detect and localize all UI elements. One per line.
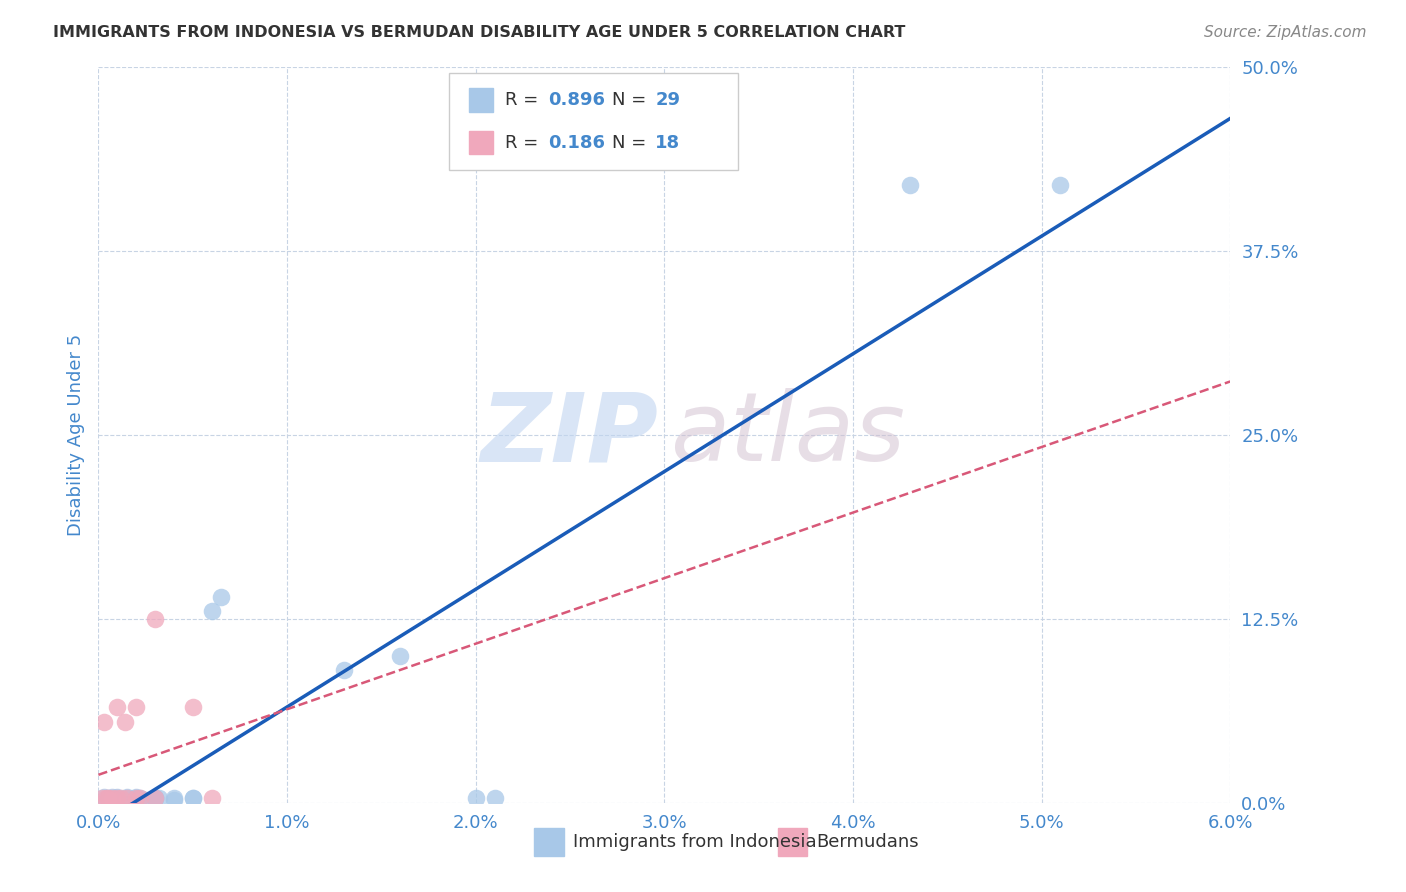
Point [332, 664, 354, 678]
Point [163, 793, 186, 807]
Point [135, 793, 157, 807]
Point [201, 791, 224, 805]
Text: Bermudans: Bermudans [815, 833, 918, 851]
FancyBboxPatch shape [534, 828, 564, 855]
Point [143, 791, 166, 805]
Text: R =: R = [505, 91, 544, 109]
Point [148, 791, 170, 805]
FancyBboxPatch shape [778, 828, 807, 855]
Text: Immigrants from Indonesia: Immigrants from Indonesia [572, 833, 817, 851]
Point [143, 791, 166, 805]
Point [484, 791, 506, 805]
Point [93, 714, 115, 729]
Point [464, 791, 486, 805]
Point [129, 791, 152, 805]
FancyBboxPatch shape [468, 88, 494, 112]
Point [114, 714, 136, 729]
Point [163, 791, 186, 805]
Point [1049, 178, 1071, 192]
Point [97, 791, 120, 805]
Point [125, 700, 148, 714]
Point [105, 791, 128, 805]
Text: Source: ZipAtlas.com: Source: ZipAtlas.com [1204, 25, 1367, 40]
Text: ZIP: ZIP [481, 388, 658, 482]
Text: 18: 18 [655, 134, 681, 152]
Point [129, 791, 152, 805]
Text: IMMIGRANTS FROM INDONESIA VS BERMUDAN DISABILITY AGE UNDER 5 CORRELATION CHART: IMMIGRANTS FROM INDONESIA VS BERMUDAN DI… [53, 25, 905, 40]
Point [110, 791, 132, 805]
Point [389, 648, 412, 663]
Point [181, 791, 204, 805]
Point [209, 590, 232, 604]
Point [100, 791, 122, 805]
Point [125, 791, 148, 805]
Text: N =: N = [612, 134, 652, 152]
Point [105, 789, 128, 804]
Point [97, 791, 120, 805]
Text: atlas: atlas [671, 388, 905, 482]
Point [125, 789, 148, 804]
Text: 29: 29 [655, 91, 681, 109]
Point [91, 791, 114, 805]
Text: 0.186: 0.186 [548, 134, 605, 152]
Point [100, 789, 122, 804]
Point [201, 605, 224, 619]
Point [110, 793, 132, 807]
Point [181, 791, 204, 805]
Point [105, 791, 128, 805]
Text: R =: R = [505, 134, 544, 152]
Point [115, 791, 138, 805]
FancyBboxPatch shape [450, 73, 738, 170]
Point [125, 791, 148, 805]
Point [115, 791, 138, 805]
Point [143, 791, 166, 805]
Text: N =: N = [612, 91, 652, 109]
Point [143, 791, 166, 805]
Point [181, 700, 204, 714]
Y-axis label: Disability Age Under 5: Disability Age Under 5 [66, 334, 84, 536]
Point [93, 789, 115, 804]
FancyBboxPatch shape [468, 131, 494, 154]
Point [115, 789, 138, 804]
Point [898, 178, 921, 192]
Point [143, 612, 166, 626]
Point [94, 791, 117, 805]
Point [105, 700, 128, 714]
Text: 0.896: 0.896 [548, 91, 605, 109]
